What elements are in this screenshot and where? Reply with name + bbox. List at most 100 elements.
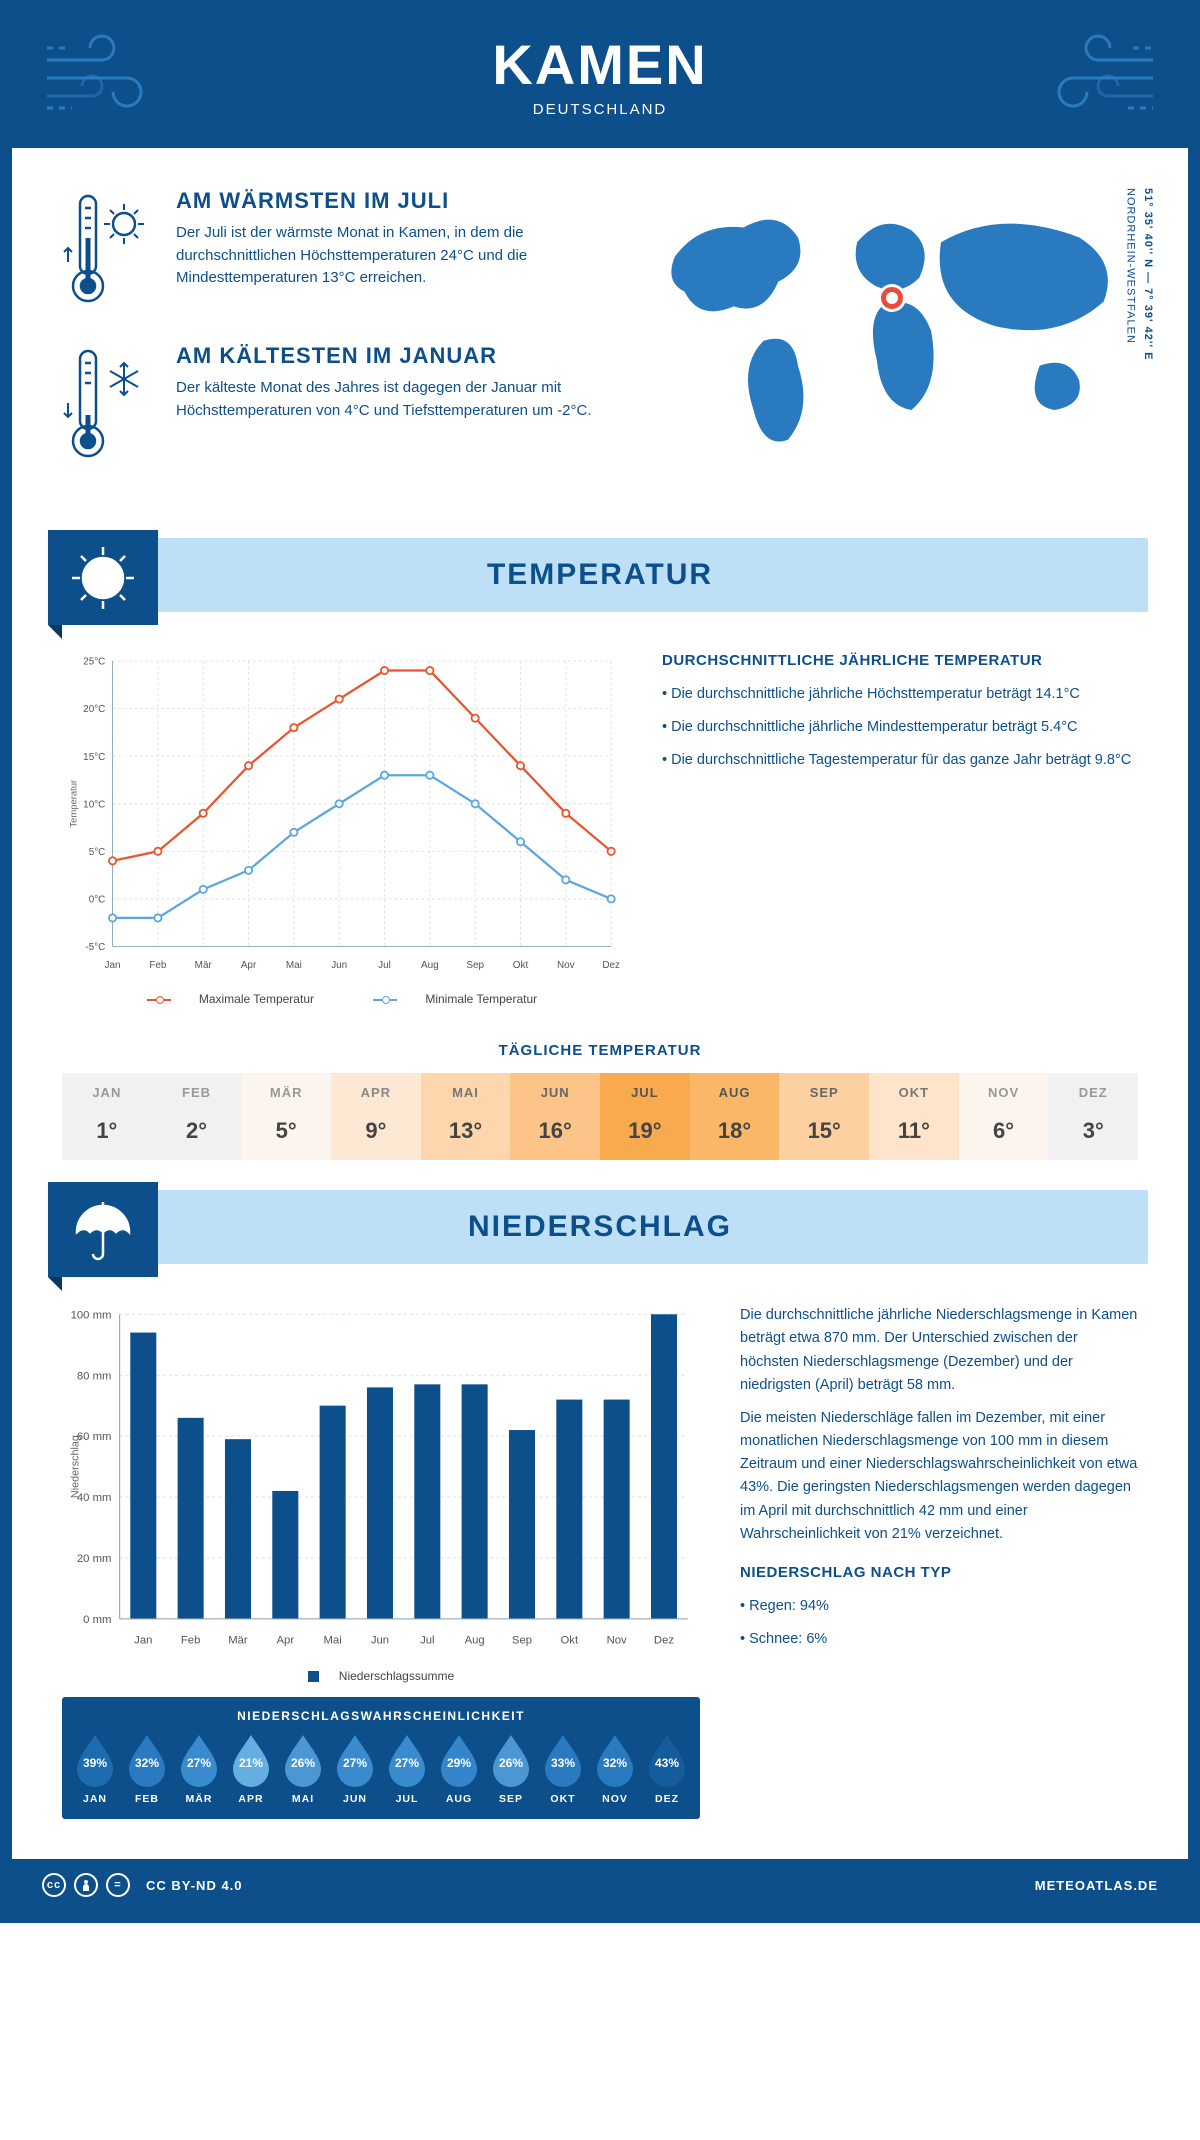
temp-chart-legend: Maximale Temperatur Minimale Temperatur <box>62 992 622 1006</box>
by-icon <box>74 1873 98 1897</box>
raindrop-icon: 29% <box>436 1733 482 1787</box>
raindrop-icon: 26% <box>488 1733 534 1787</box>
temperature-line-chart: -5°C0°C5°C10°C15°C20°C25°CJanFebMärAprMa… <box>62 652 622 1006</box>
thermometer-snow-icon <box>62 343 152 468</box>
svg-text:Niederschlag: Niederschlag <box>69 1435 81 1498</box>
raindrop-icon: 32% <box>592 1733 638 1787</box>
raindrop-icon: 33% <box>540 1733 586 1787</box>
svg-text:Nov: Nov <box>557 960 575 971</box>
svg-text:Apr: Apr <box>241 960 257 971</box>
precip-prob-item: 27% JUL <box>384 1733 430 1805</box>
fact-warmest: AM WÄRMSTEN IM JULI Der Juli ist der wär… <box>62 188 605 313</box>
section-title-precipitation: NIEDERSCHLAG <box>52 1210 1148 1244</box>
temperature-summary-text: DURCHSCHNITTLICHE JÄHRLICHE TEMPERATUR D… <box>662 652 1138 1006</box>
precipitation-probability-strip: NIEDERSCHLAGSWAHRSCHEINLICHKEIT 39% JAN … <box>62 1697 700 1819</box>
top-panel: AM WÄRMSTEN IM JULI Der Juli ist der wär… <box>12 148 1188 528</box>
svg-text:Mai: Mai <box>286 960 302 971</box>
daily-temp-cell: SEP 15° <box>779 1073 869 1160</box>
daily-temp-cell: JUL 19° <box>600 1073 690 1160</box>
umbrella-icon <box>48 1182 158 1277</box>
temp-bullet: Die durchschnittliche jährliche Mindestt… <box>662 716 1138 739</box>
svg-text:Jul: Jul <box>420 1635 434 1647</box>
infographic-frame: KAMEN DEUTSCHLAND AM WÄRMSTEN IM JULI <box>0 0 1200 1923</box>
precip-prob-item: 26% MAI <box>280 1733 326 1805</box>
svg-text:80 mm: 80 mm <box>77 1370 112 1382</box>
raindrop-icon: 39% <box>72 1733 118 1787</box>
precip-type-item: Schnee: 6% <box>740 1628 1138 1651</box>
daily-temp-title: TÄGLICHE TEMPERATUR <box>12 1042 1188 1059</box>
fact-warm-title: AM WÄRMSTEN IM JULI <box>176 188 605 214</box>
svg-text:20 mm: 20 mm <box>77 1553 112 1565</box>
svg-text:40 mm: 40 mm <box>77 1492 112 1504</box>
precip-prob-item: 32% NOV <box>592 1733 638 1805</box>
raindrop-icon: 21% <box>228 1733 274 1787</box>
daily-temp-cell: APR 9° <box>331 1073 421 1160</box>
daily-temperature-table: JAN 1° FEB 2° MÄR 5° APR 9° MAI 13° JUN … <box>62 1073 1138 1160</box>
svg-text:Dez: Dez <box>602 960 620 971</box>
site-credit: METEOATLAS.DE <box>1035 1878 1158 1893</box>
fact-cold-text: Der kälteste Monat des Jahres ist dagege… <box>176 377 605 422</box>
svg-text:0 mm: 0 mm <box>83 1614 111 1626</box>
daily-temp-cell: MAI 13° <box>421 1073 511 1160</box>
svg-text:Feb: Feb <box>149 960 167 971</box>
svg-text:Temperatur: Temperatur <box>68 780 79 828</box>
svg-text:Apr: Apr <box>277 1635 295 1647</box>
section-bar-temperature: TEMPERATUR <box>52 538 1148 612</box>
temp-bullet: Die durchschnittliche Tagestemperatur fü… <box>662 749 1138 772</box>
footer: cc = CC BY-ND 4.0 METEOATLAS.DE <box>12 1859 1188 1911</box>
svg-text:Okt: Okt <box>513 960 529 971</box>
svg-text:25°C: 25°C <box>83 657 105 668</box>
svg-text:Dez: Dez <box>654 1635 674 1647</box>
svg-text:10°C: 10°C <box>83 799 105 810</box>
svg-text:Mär: Mär <box>195 960 213 971</box>
precip-type-item: Regen: 94% <box>740 1595 1138 1618</box>
cc-icon: cc <box>42 1873 66 1897</box>
precip-prob-item: 32% FEB <box>124 1733 170 1805</box>
daily-temp-cell: JAN 1° <box>62 1073 152 1160</box>
daily-temp-cell: JUN 16° <box>510 1073 600 1160</box>
precip-prob-item: 27% JUN <box>332 1733 378 1805</box>
precip-chart-legend: Niederschlagssumme <box>62 1669 700 1683</box>
svg-text:Nov: Nov <box>607 1635 627 1647</box>
country-subtitle: DEUTSCHLAND <box>12 101 1188 118</box>
svg-text:0°C: 0°C <box>89 894 106 905</box>
coordinates-label: 51° 35' 40'' N — 7° 39' 42'' ENORDRHEIN-… <box>1121 188 1156 361</box>
nd-icon: = <box>106 1873 130 1897</box>
raindrop-icon: 26% <box>280 1733 326 1787</box>
daily-temp-cell: OKT 11° <box>869 1073 959 1160</box>
svg-text:Sep: Sep <box>512 1635 532 1647</box>
svg-text:60 mm: 60 mm <box>77 1431 112 1443</box>
sun-icon <box>48 530 158 625</box>
svg-text:Mai: Mai <box>324 1635 342 1647</box>
svg-text:100 mm: 100 mm <box>71 1310 112 1322</box>
daily-temp-cell: DEZ 3° <box>1048 1073 1138 1160</box>
svg-text:20°C: 20°C <box>83 704 105 715</box>
header: KAMEN DEUTSCHLAND <box>12 12 1188 148</box>
license-text: CC BY-ND 4.0 <box>146 1878 243 1893</box>
fact-warm-text: Der Juli ist der wärmste Monat in Kamen,… <box>176 222 605 290</box>
svg-text:-5°C: -5°C <box>85 942 105 953</box>
section-title-temperature: TEMPERATUR <box>52 558 1148 592</box>
precip-prob-item: 33% OKT <box>540 1733 586 1805</box>
precip-prob-item: 39% JAN <box>72 1733 118 1805</box>
precip-prob-item: 26% SEP <box>488 1733 534 1805</box>
city-title: KAMEN <box>12 32 1188 97</box>
license-badges: cc = CC BY-ND 4.0 <box>42 1873 243 1897</box>
world-map: 51° 35' 40'' N — 7° 39' 42'' ENORDRHEIN-… <box>645 188 1138 498</box>
temp-bullet: Die durchschnittliche jährliche Höchstte… <box>662 683 1138 706</box>
precipitation-bar-chart: 0 mm20 mm40 mm60 mm80 mm100 mmJanFebMärA… <box>62 1304 700 1683</box>
raindrop-icon: 27% <box>384 1733 430 1787</box>
thermometer-sun-icon <box>62 188 152 313</box>
svg-text:Jun: Jun <box>371 1635 389 1647</box>
precipitation-summary-text: Die durchschnittliche jährliche Niedersc… <box>740 1304 1138 1819</box>
svg-text:Sep: Sep <box>466 960 484 971</box>
svg-text:Aug: Aug <box>465 1635 485 1647</box>
svg-text:Aug: Aug <box>421 960 439 971</box>
raindrop-icon: 32% <box>124 1733 170 1787</box>
wind-icon <box>1038 30 1158 120</box>
raindrop-icon: 27% <box>332 1733 378 1787</box>
daily-temp-cell: FEB 2° <box>152 1073 242 1160</box>
precip-prob-item: 29% AUG <box>436 1733 482 1805</box>
svg-text:Jun: Jun <box>331 960 347 971</box>
fact-cold-title: AM KÄLTESTEN IM JANUAR <box>176 343 605 369</box>
